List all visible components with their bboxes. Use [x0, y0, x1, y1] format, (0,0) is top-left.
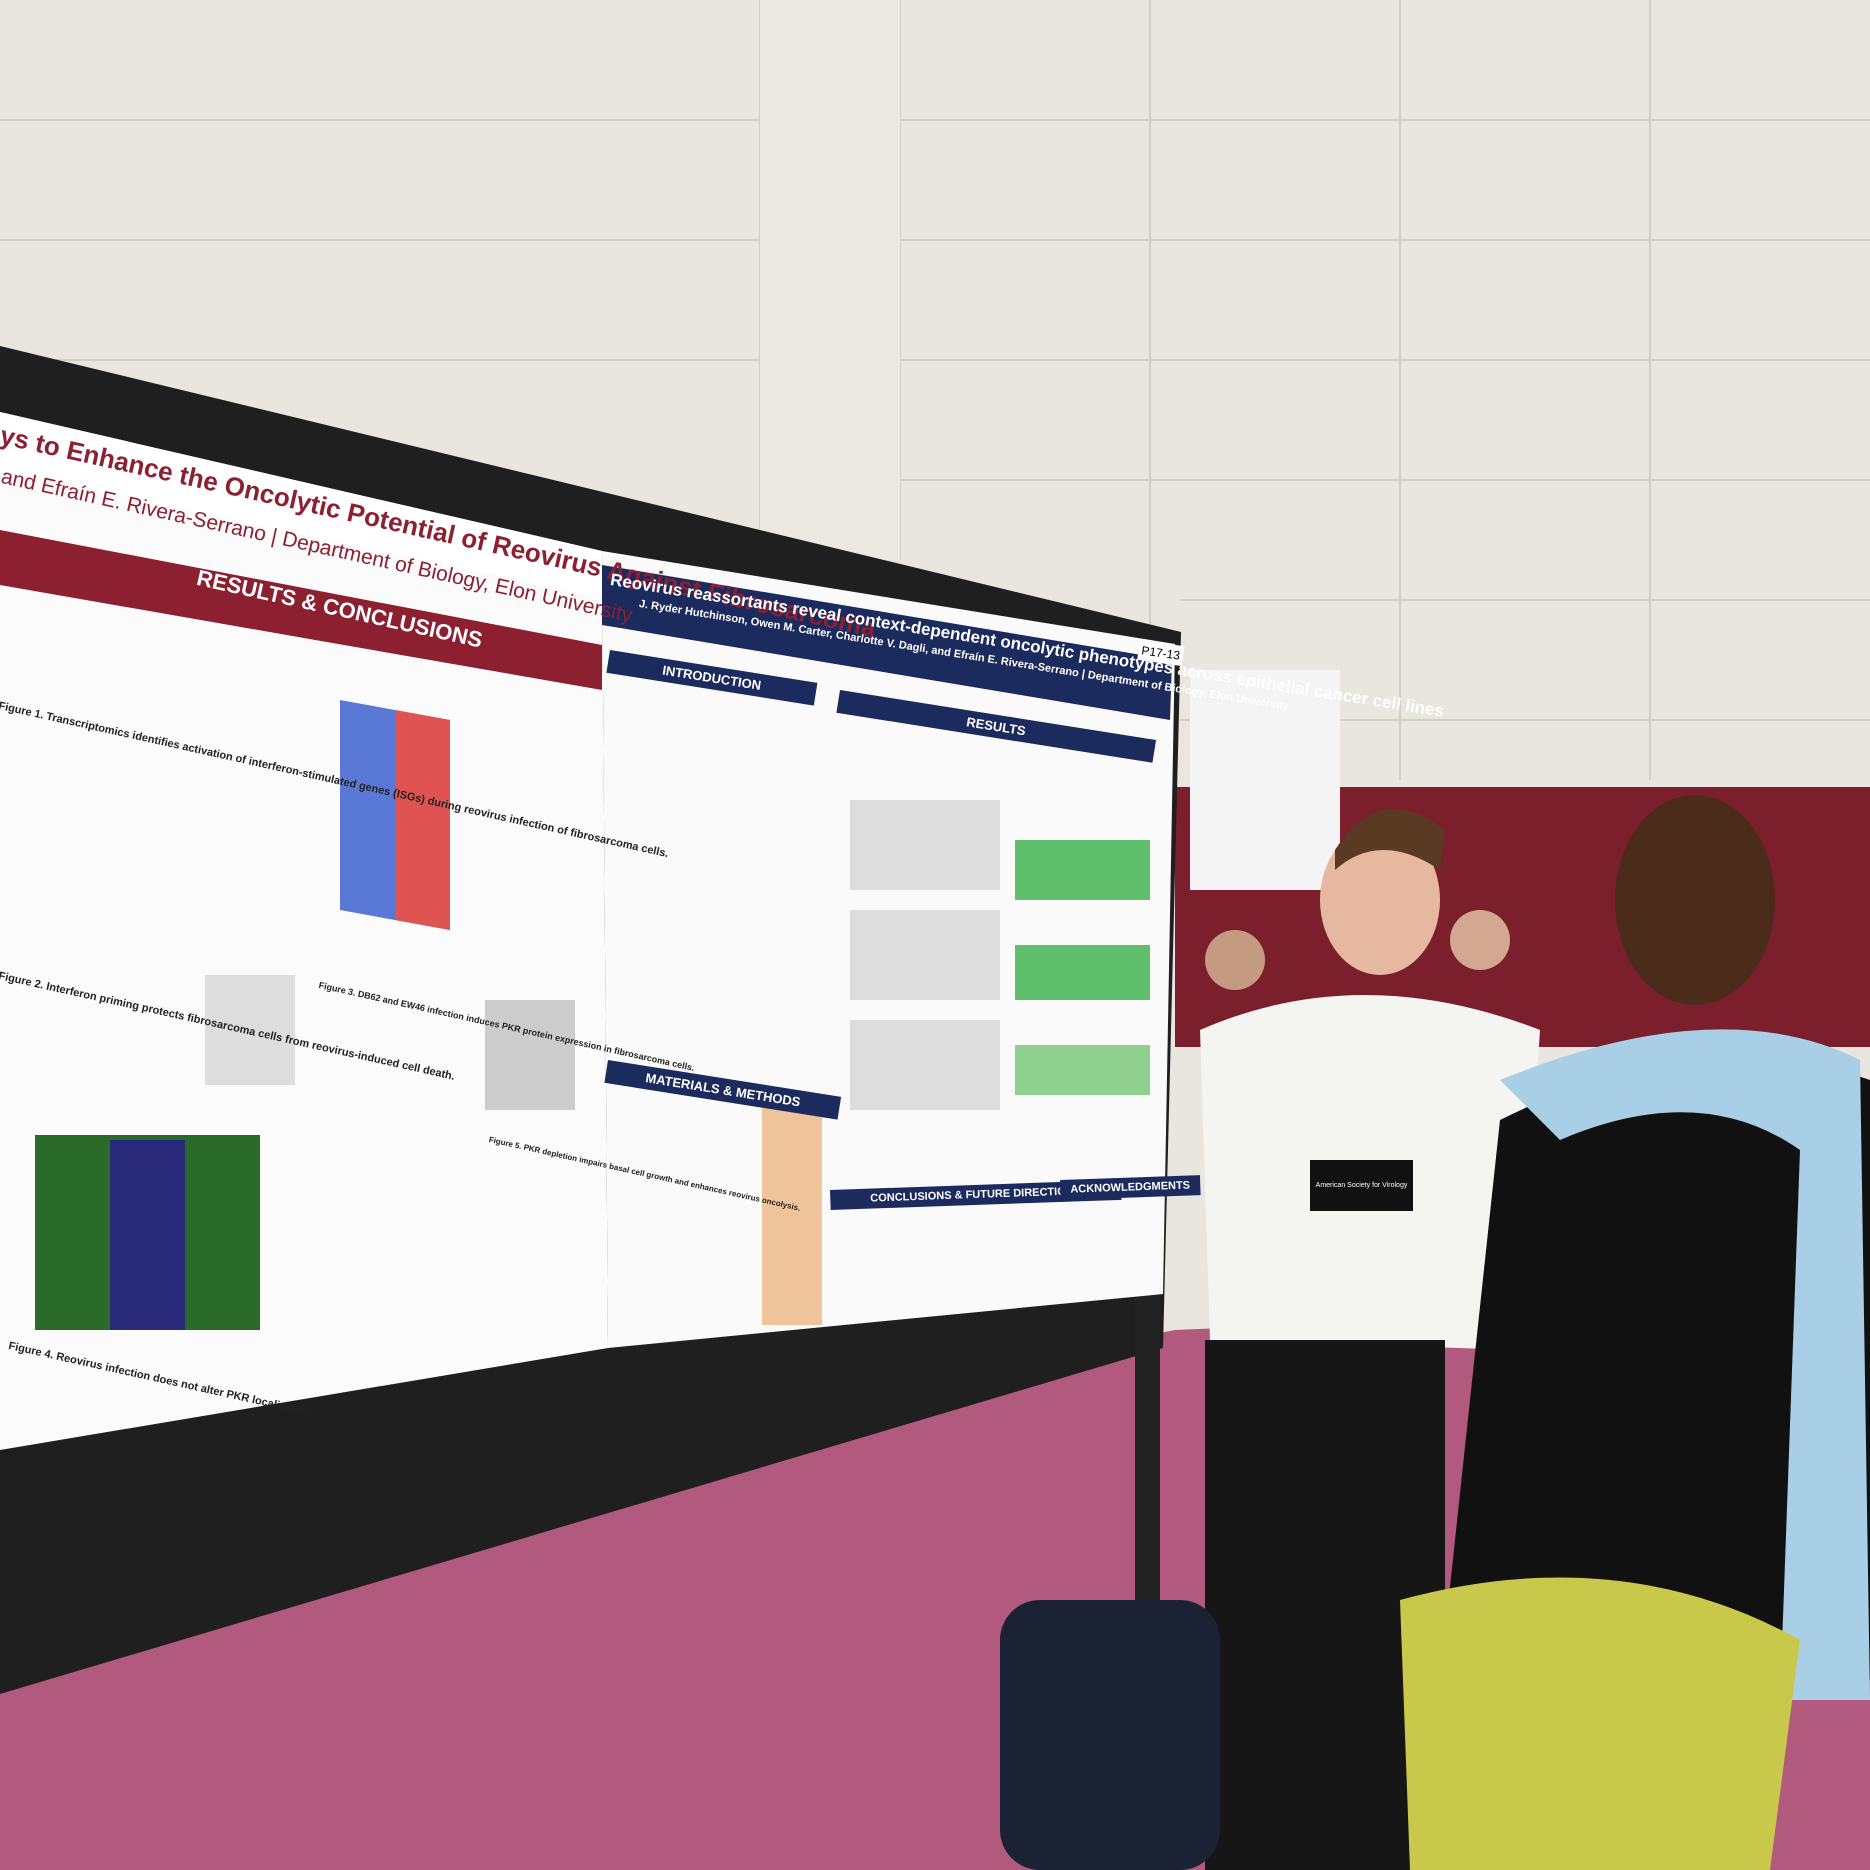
side-board	[1190, 670, 1340, 890]
left-figures	[35, 700, 575, 1330]
left-section-band	[0, 530, 602, 690]
right-figures	[762, 800, 1150, 1325]
right-title-band	[602, 565, 1172, 720]
left-title-band	[0, 412, 602, 598]
people	[1000, 795, 1870, 1870]
pillar	[760, 0, 900, 560]
name-badge: American Society for Virology	[1310, 1160, 1413, 1211]
